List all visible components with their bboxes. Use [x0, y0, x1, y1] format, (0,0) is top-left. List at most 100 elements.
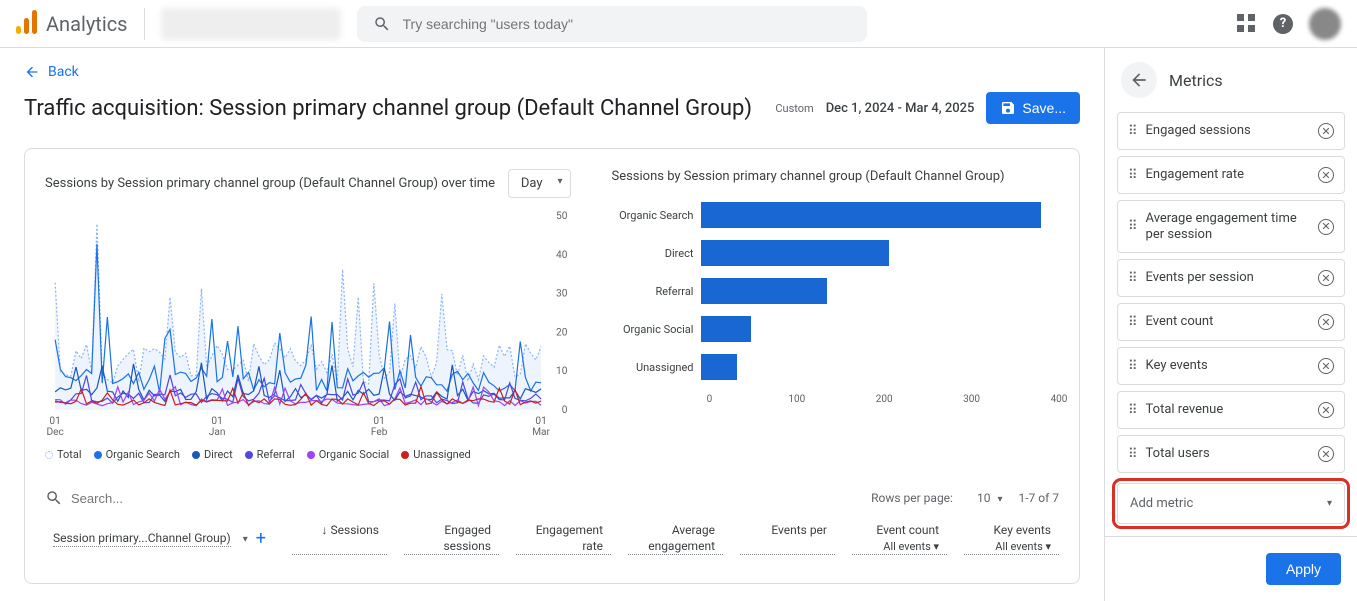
arrow-left-icon [24, 64, 40, 80]
svg-text:01: 01 [211, 416, 222, 427]
svg-text:Jan: Jan [209, 427, 226, 438]
bar-chart-title: Sessions by Session primary channel grou… [611, 169, 1004, 184]
column-header[interactable]: Engaged sessions [404, 523, 499, 555]
legend-item[interactable]: Unassigned [401, 448, 471, 461]
bar-chart-section: Sessions by Session primary channel grou… [611, 169, 1059, 461]
svg-text:0: 0 [562, 405, 568, 416]
add-dimension-button[interactable]: + [256, 527, 266, 550]
metric-item[interactable]: ⠿Average engagement time per session✕ [1117, 200, 1345, 253]
legend-item[interactable]: Organic Search [94, 448, 180, 461]
granularity-select[interactable]: Day [508, 169, 572, 198]
remove-metric-icon[interactable]: ✕ [1318, 270, 1334, 286]
date-range[interactable]: Dec 1, 2024 - Mar 4, 2025 [826, 101, 975, 116]
svg-text:30: 30 [556, 289, 568, 300]
legend-item[interactable]: Total [45, 448, 82, 461]
account-selector[interactable] [161, 8, 341, 40]
column-header[interactable]: Key eventsAll events ▾ [964, 523, 1059, 555]
drag-handle-icon[interactable]: ⠿ [1128, 168, 1138, 183]
bar-row: Organic Search [611, 196, 1059, 234]
metric-item[interactable]: ⠿Events per session✕ [1117, 259, 1345, 297]
line-chart: 0102030405001Dec01Jan01Feb01Mar [45, 210, 571, 440]
line-chart-section: Sessions by Session primary channel grou… [45, 169, 571, 461]
remove-metric-icon[interactable]: ✕ [1318, 123, 1334, 139]
logo[interactable]: Analytics [16, 8, 145, 40]
search-input[interactable] [403, 16, 851, 32]
save-button[interactable]: Save... [986, 92, 1080, 124]
metrics-panel: Metrics ⠿Engaged sessions✕ ⠿Engagement ra… [1104, 48, 1357, 601]
drag-handle-icon[interactable]: ⠿ [1128, 447, 1138, 462]
table-controls: Rows per page: 10 ▾ 1-7 of 7 [45, 481, 1059, 515]
table-search[interactable] [45, 489, 859, 507]
column-header[interactable]: Average engagement [628, 523, 723, 555]
apps-icon[interactable] [1237, 14, 1257, 34]
svg-text:50: 50 [556, 211, 568, 222]
add-metric-dropdown[interactable]: Add metric [1117, 483, 1345, 524]
metric-item[interactable]: ⠿Key events✕ [1117, 347, 1345, 385]
table-header: Session primary...Channel Group)▾+ ↓ Sess… [45, 515, 1059, 563]
metric-item[interactable]: ⠿Total revenue✕ [1117, 391, 1345, 429]
bar-row: Unassigned [611, 348, 1059, 386]
drag-handle-icon[interactable]: ⠿ [1128, 271, 1138, 286]
brand-text: Analytics [46, 12, 128, 36]
legend-item[interactable]: Organic Social [307, 448, 390, 461]
metric-item[interactable]: ⠿Engaged sessions✕ [1117, 112, 1345, 150]
report-card: Sessions by Session primary channel grou… [24, 148, 1080, 584]
svg-text:Feb: Feb [371, 427, 388, 438]
panel-back-button[interactable] [1121, 62, 1157, 98]
svg-text:01: 01 [49, 416, 60, 427]
svg-text:Mar: Mar [532, 427, 550, 438]
svg-text:10: 10 [556, 366, 568, 377]
drag-handle-icon[interactable]: ⠿ [1128, 315, 1138, 330]
column-dimension[interactable]: Session primary...Channel Group)▾+ [45, 523, 275, 555]
remove-metric-icon[interactable]: ✕ [1318, 167, 1334, 183]
column-header[interactable]: Event countAll events ▾ [852, 523, 947, 555]
bar-row: Referral [611, 272, 1059, 310]
drag-handle-icon[interactable]: ⠿ [1128, 359, 1138, 374]
legend-item[interactable]: Referral [245, 448, 295, 461]
chart-legend: Total Organic Search Direct Referral Organic… [45, 448, 571, 461]
table-search-input[interactable] [71, 491, 271, 506]
bar-row: Organic Social [611, 310, 1059, 348]
column-header[interactable]: ↓ Sessions [292, 523, 387, 555]
bar-chart: Organic SearchDirectReferralOrganic Soci… [611, 196, 1059, 426]
column-header[interactable]: Engagement rate [516, 523, 611, 555]
svg-text:40: 40 [556, 250, 568, 261]
metric-item[interactable]: ⠿Total users✕ [1117, 435, 1345, 473]
search-icon [373, 15, 391, 33]
remove-metric-icon[interactable]: ✕ [1318, 402, 1334, 418]
drag-handle-icon[interactable]: ⠿ [1128, 219, 1138, 234]
back-link[interactable]: Back [24, 64, 1080, 80]
drag-handle-icon[interactable]: ⠿ [1128, 403, 1138, 418]
app-header: Analytics ? [0, 0, 1357, 48]
global-search[interactable] [357, 6, 867, 42]
svg-text:01: 01 [535, 416, 546, 427]
avatar[interactable] [1309, 8, 1341, 40]
column-header[interactable]: Events per [740, 523, 835, 555]
remove-metric-icon[interactable]: ✕ [1318, 314, 1334, 330]
metric-item[interactable]: ⠿Engagement rate✕ [1117, 156, 1345, 194]
svg-text:20: 20 [556, 327, 568, 338]
remove-metric-icon[interactable]: ✕ [1318, 446, 1334, 462]
page-info: 1-7 of 7 [1018, 491, 1059, 505]
help-icon[interactable]: ? [1273, 14, 1293, 34]
search-icon [45, 489, 63, 507]
remove-metric-icon[interactable]: ✕ [1318, 358, 1334, 374]
drag-handle-icon[interactable]: ⠿ [1128, 124, 1138, 139]
custom-label: Custom [775, 102, 813, 115]
save-icon [1000, 100, 1016, 116]
main-content: Back Traffic acquisition: Session primar… [0, 48, 1104, 601]
page-title: Traffic acquisition: Session primary cha… [24, 96, 752, 121]
line-chart-title: Sessions by Session primary channel grou… [45, 176, 495, 191]
apply-button[interactable]: Apply [1266, 553, 1341, 585]
arrow-left-icon [1129, 70, 1149, 90]
legend-item[interactable]: Direct [192, 448, 233, 461]
svg-text:Dec: Dec [46, 427, 63, 438]
metric-item[interactable]: ⠿Event count✕ [1117, 303, 1345, 341]
analytics-logo-icon [16, 10, 38, 38]
back-label: Back [48, 64, 79, 80]
panel-title: Metrics [1169, 71, 1223, 90]
bar-row: Direct [611, 234, 1059, 272]
rows-per-page[interactable]: Rows per page: 10 ▾ [871, 491, 1002, 505]
save-label: Save... [1022, 100, 1066, 116]
remove-metric-icon[interactable]: ✕ [1318, 219, 1334, 235]
